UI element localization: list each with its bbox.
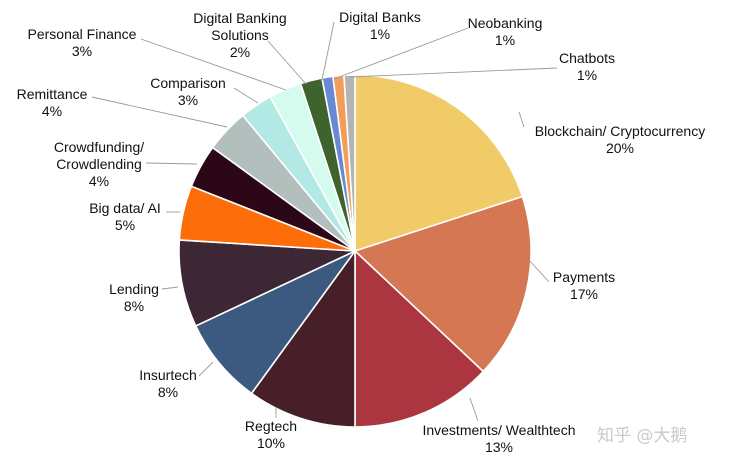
slice-label-name: Insurtech xyxy=(139,367,197,383)
slice-label-name: Digital Banking xyxy=(193,10,286,26)
leader-line xyxy=(528,259,550,283)
slice-label-value: 1% xyxy=(577,67,597,83)
leader-line xyxy=(145,162,198,165)
slice-label-name: Lending xyxy=(109,281,159,297)
slice-labels: Blockchain/ Cryptocurrency 20% Payments 17%… xyxy=(17,9,706,455)
pie-slice-regtech xyxy=(250,248,356,428)
slice-label: Digital Banks 1% xyxy=(339,9,421,42)
slice-label-value: 8% xyxy=(124,298,144,314)
slice-label-name: Payments xyxy=(553,269,615,285)
slice-label-value: 10% xyxy=(257,435,285,451)
slice-label-value: 3% xyxy=(72,43,92,59)
slice-label-value: 20% xyxy=(606,140,634,156)
slice-label: Crowdfunding/Crowdlending 4% xyxy=(54,139,144,189)
slice-label-value: 1% xyxy=(370,26,390,42)
slice-label-value: 8% xyxy=(158,384,178,400)
leader-line xyxy=(233,87,259,104)
slice-label-name: Big data/ AI xyxy=(89,200,161,216)
slice-label-value: 4% xyxy=(42,103,62,119)
pie-slice-insurtech xyxy=(194,250,356,395)
slice-label: Insurtech 8% xyxy=(139,367,197,400)
pie-slice-blockchain-cryptocurrency xyxy=(354,74,524,253)
slice-label: Comparison 3% xyxy=(150,75,225,108)
slice-label-value: 5% xyxy=(115,217,135,233)
slice-label-value: 17% xyxy=(570,286,598,302)
leader-line xyxy=(518,111,525,128)
watermark: 知乎 @大鹅 xyxy=(597,426,687,446)
slice-label: Regtech 10% xyxy=(245,418,297,451)
leader-line xyxy=(91,96,228,128)
slice-label: Personal Finance 3% xyxy=(28,26,137,59)
slice-label-value: 1% xyxy=(495,32,515,48)
leader-line xyxy=(198,361,214,377)
slice-label-name: Blockchain/ Cryptocurrency xyxy=(535,123,705,139)
slice-label-value: 3% xyxy=(178,92,198,108)
slice-label: Chatbots 1% xyxy=(559,50,615,83)
slice-label: Big data/ AI 5% xyxy=(89,200,161,233)
slice-label: Lending 8% xyxy=(109,281,159,314)
slice-label-name: Digital Banks xyxy=(339,9,421,25)
leader-line xyxy=(140,38,287,91)
leader-line xyxy=(349,67,558,78)
slice-label: Remittance 4% xyxy=(17,86,88,119)
slice-label-name: Crowdfunding/ xyxy=(54,139,144,155)
leader-line xyxy=(469,397,479,422)
slice-label-name: Chatbots xyxy=(559,50,615,66)
slice-label: Investments/ Wealthtech 13% xyxy=(422,422,575,455)
slice-label-name: Remittance xyxy=(17,86,88,102)
pie-slice-lending xyxy=(178,239,356,328)
slice-label-name: Regtech xyxy=(245,418,297,434)
slice-label-name: Solutions xyxy=(211,27,269,43)
slice-label-value: 2% xyxy=(230,44,250,60)
slice-label: Digital Banking Solutions 2% xyxy=(193,10,286,60)
slice-label: Payments 17% xyxy=(553,269,615,302)
pie-slices xyxy=(178,74,532,428)
pie-slice-payments xyxy=(353,195,532,373)
leader-line xyxy=(333,27,469,80)
slice-label-name: Comparison xyxy=(150,75,225,91)
leader-line xyxy=(321,21,335,81)
slice-label-name: Investments/ Wealthtech xyxy=(422,422,575,438)
pie-slice-investments-wealthtech xyxy=(354,249,485,428)
leader-lines xyxy=(91,21,558,422)
slice-label: Neobanking 1% xyxy=(468,15,543,48)
slice-label-name: Neobanking xyxy=(468,15,543,31)
slice-label: Blockchain/ Cryptocurrency 20% xyxy=(535,123,705,156)
slice-label-name: Crowdlending xyxy=(56,156,142,172)
leader-line xyxy=(161,286,179,290)
slice-label-value: 13% xyxy=(485,439,513,455)
slice-label-value: 4% xyxy=(89,173,109,189)
slice-label-name: Personal Finance xyxy=(28,26,137,42)
leader-line xyxy=(267,40,307,85)
